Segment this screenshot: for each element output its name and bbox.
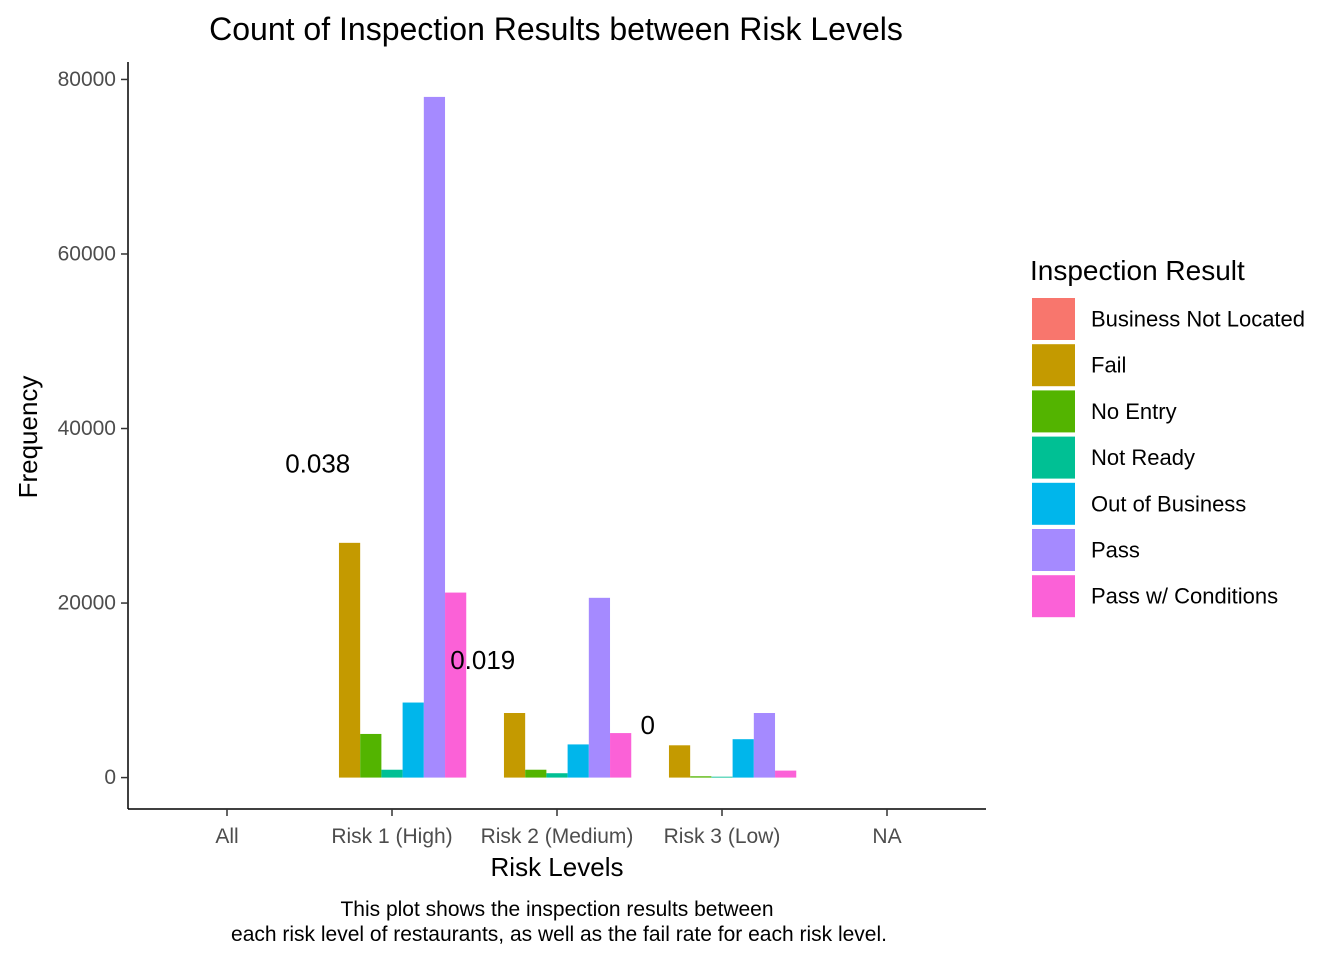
bar-2-3 (546, 773, 568, 778)
x-tick-label-1: Risk 1 (High) (331, 825, 452, 848)
legend-title: Inspection Result (1030, 255, 1245, 286)
y-tick-label-4: 80000 (58, 68, 116, 91)
x-axis-title: Risk Levels (491, 852, 624, 882)
legend-key-3 (1032, 436, 1075, 479)
bar-3-5 (753, 713, 776, 778)
y-tick-label-0: 0 (104, 766, 116, 789)
bar-2-6 (610, 733, 632, 778)
x-tick-label-4: NA (872, 825, 901, 848)
annotations-group: 0.038 0.019 0 (285, 448, 655, 740)
legend-key-1 (1032, 344, 1075, 387)
fail-rate-label-0: 0.038 (285, 448, 350, 478)
legend-label-0: Business Not Located (1091, 307, 1305, 332)
legend-key-0 (1032, 298, 1075, 340)
bar-2-1 (503, 713, 526, 778)
bar-1-3 (381, 769, 403, 778)
legend-key-5 (1032, 529, 1075, 571)
bar-3-6 (775, 770, 797, 778)
y-tick-label-3: 60000 (58, 242, 116, 265)
bar-1-5 (423, 96, 446, 778)
axes-group: 0 20000 40000 60000 80000 All Risk 1 (High) Ris… (58, 62, 986, 848)
legend-label-4: Out of Business (1091, 491, 1246, 516)
fail-rate-label-2: 0 (641, 710, 655, 740)
legend-label-5: Pass (1091, 538, 1140, 563)
bar-3-2 (690, 776, 712, 778)
x-tick-label-3: Risk 3 (Low) (664, 825, 781, 848)
x-tick-label-2: Risk 2 (Medium) (481, 825, 634, 848)
bar-3-3 (711, 776, 733, 778)
caption-line-2: each risk level of restaurants, as well … (231, 923, 887, 946)
bar-1-6 (445, 592, 467, 778)
legend-label-6: Pass w/ Conditions (1091, 584, 1278, 609)
legend-key-4 (1032, 482, 1075, 525)
bar-1-4 (402, 702, 424, 778)
legend-key-2 (1032, 390, 1075, 433)
legend-label-1: Fail (1091, 353, 1126, 378)
bar-1-1 (338, 542, 361, 778)
legend-label-2: No Entry (1091, 399, 1177, 424)
bar-3-1 (668, 745, 691, 778)
caption-line-1: This plot shows the inspection results b… (340, 898, 773, 921)
y-axis-title: Frequency (13, 376, 43, 499)
y-tick-label-1: 20000 (58, 592, 116, 615)
chart-title: Count of Inspection Results between Risk… (209, 11, 903, 47)
legend-key-6 (1032, 575, 1075, 618)
bar-1-2 (360, 733, 382, 778)
bars-group (338, 96, 797, 778)
bar-2-5 (588, 597, 611, 778)
fail-rate-label-1: 0.019 (450, 645, 515, 675)
bar-2-4 (567, 744, 589, 778)
x-tick-label-0: All (215, 825, 238, 848)
legend: Inspection Result Business Not Located Fa… (1030, 255, 1305, 618)
y-tick-label-2: 40000 (58, 417, 116, 440)
bar-3-4 (732, 739, 754, 778)
bar-2-2 (525, 769, 547, 778)
legend-label-3: Not Ready (1091, 445, 1195, 470)
